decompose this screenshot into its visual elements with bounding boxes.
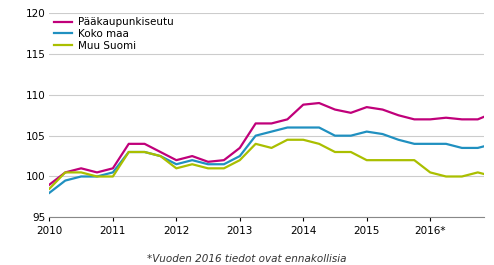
Pääkaupunkiseutu (459, 118, 465, 121)
Muu Suomi (205, 167, 211, 170)
Koko maa (427, 142, 433, 145)
Koko maa (348, 134, 354, 137)
Legend: Pääkaupunkiseutu, Koko maa, Muu Suomi: Pääkaupunkiseutu, Koko maa, Muu Suomi (51, 15, 175, 53)
Koko maa (253, 134, 259, 137)
Pääkaupunkiseutu (110, 167, 116, 170)
Line: Muu Suomi: Muu Suomi (49, 140, 494, 189)
Muu Suomi (348, 151, 354, 154)
Muu Suomi (379, 158, 385, 162)
Pääkaupunkiseutu (364, 105, 370, 109)
Text: *Vuoden 2016 tiedot ovat ennakollisia: *Vuoden 2016 tiedot ovat ennakollisia (147, 254, 347, 264)
Muu Suomi (158, 154, 164, 158)
Muu Suomi (269, 146, 275, 149)
Koko maa (269, 130, 275, 133)
Pääkaupunkiseutu (443, 116, 449, 119)
Muu Suomi (427, 171, 433, 174)
Pääkaupunkiseutu (94, 171, 100, 174)
Muu Suomi (300, 138, 306, 141)
Muu Suomi (62, 171, 68, 174)
Pääkaupunkiseutu (253, 122, 259, 125)
Muu Suomi (459, 175, 465, 178)
Line: Koko maa: Koko maa (49, 127, 494, 193)
Pääkaupunkiseutu (62, 171, 68, 174)
Muu Suomi (285, 138, 290, 141)
Pääkaupunkiseutu (173, 158, 179, 162)
Muu Suomi (110, 175, 116, 178)
Muu Suomi (94, 175, 100, 178)
Muu Suomi (491, 175, 494, 178)
Koko maa (412, 142, 417, 145)
Koko maa (78, 175, 84, 178)
Koko maa (237, 154, 243, 158)
Muu Suomi (78, 171, 84, 174)
Koko maa (285, 126, 290, 129)
Muu Suomi (316, 142, 322, 145)
Muu Suomi (253, 142, 259, 145)
Muu Suomi (173, 167, 179, 170)
Pääkaupunkiseutu (221, 158, 227, 162)
Pääkaupunkiseutu (332, 108, 338, 111)
Pääkaupunkiseutu (78, 167, 84, 170)
Koko maa (396, 138, 402, 141)
Koko maa (158, 154, 164, 158)
Koko maa (491, 142, 494, 145)
Muu Suomi (412, 158, 417, 162)
Muu Suomi (396, 158, 402, 162)
Pääkaupunkiseutu (269, 122, 275, 125)
Koko maa (379, 132, 385, 136)
Koko maa (189, 158, 195, 162)
Pääkaupunkiseutu (412, 118, 417, 121)
Pääkaupunkiseutu (396, 114, 402, 117)
Muu Suomi (332, 151, 338, 154)
Muu Suomi (46, 187, 52, 190)
Pääkaupunkiseutu (475, 118, 481, 121)
Koko maa (300, 126, 306, 129)
Koko maa (110, 171, 116, 174)
Koko maa (459, 146, 465, 149)
Pääkaupunkiseutu (237, 146, 243, 149)
Muu Suomi (142, 151, 148, 154)
Koko maa (364, 130, 370, 133)
Pääkaupunkiseutu (142, 142, 148, 145)
Koko maa (46, 191, 52, 195)
Koko maa (142, 151, 148, 154)
Pääkaupunkiseutu (285, 118, 290, 121)
Koko maa (94, 175, 100, 178)
Muu Suomi (126, 151, 132, 154)
Koko maa (126, 151, 132, 154)
Line: Pääkaupunkiseutu: Pääkaupunkiseutu (49, 85, 494, 185)
Koko maa (221, 163, 227, 166)
Pääkaupunkiseutu (126, 142, 132, 145)
Muu Suomi (221, 167, 227, 170)
Koko maa (62, 179, 68, 182)
Muu Suomi (364, 158, 370, 162)
Koko maa (443, 142, 449, 145)
Muu Suomi (237, 158, 243, 162)
Koko maa (205, 163, 211, 166)
Pääkaupunkiseutu (316, 101, 322, 105)
Pääkaupunkiseutu (300, 103, 306, 106)
Pääkaupunkiseutu (189, 154, 195, 158)
Koko maa (475, 146, 481, 149)
Koko maa (316, 126, 322, 129)
Pääkaupunkiseutu (205, 160, 211, 164)
Muu Suomi (189, 163, 195, 166)
Pääkaupunkiseutu (348, 111, 354, 114)
Koko maa (173, 163, 179, 166)
Koko maa (332, 134, 338, 137)
Pääkaupunkiseutu (46, 183, 52, 186)
Pääkaupunkiseutu (158, 151, 164, 154)
Muu Suomi (475, 171, 481, 174)
Pääkaupunkiseutu (491, 111, 494, 114)
Pääkaupunkiseutu (379, 108, 385, 111)
Muu Suomi (443, 175, 449, 178)
Pääkaupunkiseutu (427, 118, 433, 121)
